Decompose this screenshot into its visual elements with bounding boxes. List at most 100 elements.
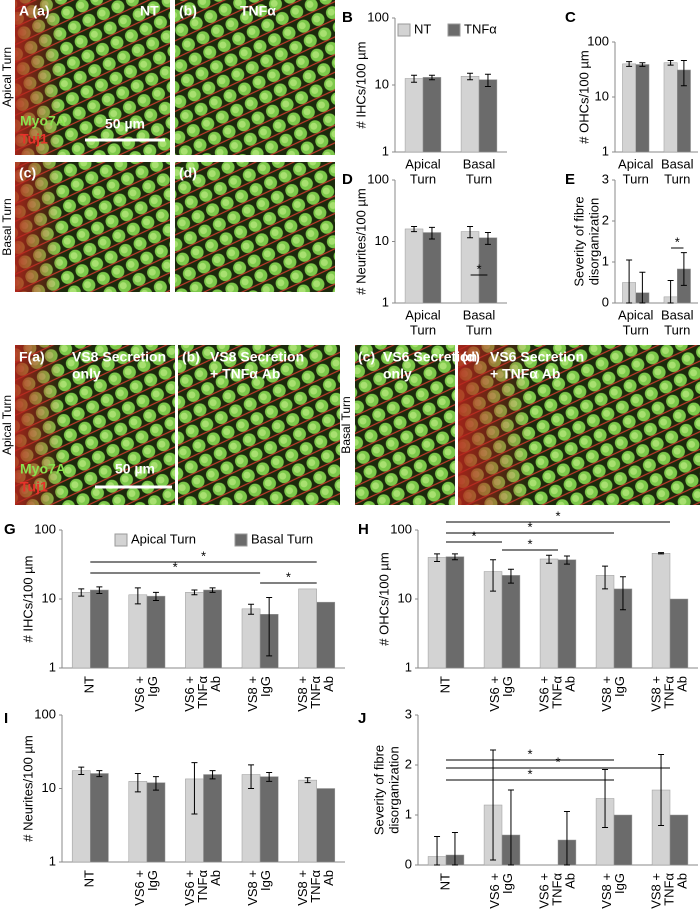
panel-letter: I	[4, 710, 8, 727]
significance-label: *	[555, 754, 560, 769]
bar	[613, 814, 633, 866]
bar	[404, 228, 424, 304]
stain-label: Myo7A	[20, 461, 66, 477]
y-tick-label: 1	[49, 659, 56, 674]
bar	[663, 62, 678, 153]
y-tick-label: 2	[602, 212, 609, 227]
x-tick-label: VS8 +	[245, 870, 260, 906]
panel-label: (d)	[462, 349, 480, 365]
panel-label: (c)	[19, 165, 36, 181]
x-tick-label: VS8 +	[599, 676, 614, 712]
panel-caption: NT	[140, 3, 159, 19]
y-tick-label: 10	[42, 590, 56, 605]
scale-bar-label: 50 µm	[115, 461, 155, 477]
x-tick-label: IgG	[258, 870, 273, 891]
significance-label: *	[173, 559, 178, 574]
y-axis-label: # IHCs/100 µm	[20, 556, 35, 643]
y-tick-label: 100	[34, 706, 56, 721]
error-bar	[248, 764, 255, 789]
error-bar	[191, 762, 198, 815]
x-tick-label: Turn	[466, 322, 492, 337]
error-bar	[451, 553, 458, 561]
x-tick-label: Apical	[405, 307, 441, 322]
legend-swatch	[114, 533, 128, 547]
micrograph	[175, 0, 335, 155]
bar	[539, 558, 559, 669]
panel-letter: B	[342, 9, 353, 26]
micrograph	[355, 345, 455, 505]
x-tick-label: Turn	[466, 171, 492, 186]
panel-letter: C	[565, 9, 576, 26]
error-bar	[639, 271, 646, 304]
legend-label: Basal Turn	[251, 531, 313, 546]
error-bar	[658, 754, 665, 826]
y-tick-label: 1	[382, 294, 389, 309]
x-tick-label: Ab	[208, 676, 223, 692]
bar	[404, 78, 424, 153]
error-bar	[639, 62, 646, 67]
y-tick-label: 10	[42, 780, 56, 795]
row-label: Apical Turn	[0, 395, 14, 455]
bar	[427, 557, 447, 669]
x-tick-label: TNFα	[549, 873, 564, 906]
micrograph-overlay	[15, 162, 170, 292]
x-tick-label: VS6 +	[132, 676, 147, 712]
panel-caption: + TNFα Ab	[210, 366, 280, 382]
x-tick-label: Ab	[562, 676, 577, 692]
error-bar	[507, 789, 514, 866]
error-bar	[507, 568, 514, 584]
error-bar	[467, 72, 474, 81]
bar	[128, 781, 148, 863]
error-bar	[96, 586, 103, 595]
y-tick-label: 100	[587, 33, 609, 48]
x-tick-label: VS6 +	[132, 870, 147, 906]
y-tick-label: 1	[405, 659, 412, 674]
x-tick-label: TNFα	[661, 873, 676, 906]
y-tick-label: 100	[367, 9, 389, 24]
x-tick-label: IgG	[500, 873, 515, 894]
error-bar	[134, 772, 141, 793]
bar	[316, 601, 336, 669]
x-tick-label: IgG	[258, 676, 273, 697]
error-bar	[266, 772, 273, 782]
x-tick-label: Turn	[664, 322, 690, 337]
x-tick-label: VS6 +	[536, 873, 551, 909]
bar	[422, 77, 442, 153]
significance-label: *	[286, 569, 291, 584]
significance-label: *	[555, 508, 560, 523]
x-tick-label: NT	[82, 676, 97, 693]
x-tick-label: VS6 +	[182, 676, 197, 712]
x-tick-label: Basal	[463, 307, 496, 322]
x-tick-label: Apical	[618, 156, 654, 171]
error-bar	[563, 555, 570, 565]
error-bar	[626, 61, 633, 67]
x-tick-label: Ab	[321, 676, 336, 692]
bar	[298, 779, 317, 863]
y-axis-label: # IHCs/100 µm	[353, 42, 368, 129]
x-tick-label: VS8 +	[599, 873, 614, 909]
x-tick-label: Turn	[664, 171, 690, 186]
bar	[146, 782, 166, 863]
significance-label: *	[471, 528, 476, 543]
bar	[241, 608, 261, 669]
y-tick-label: 3	[405, 706, 412, 721]
panel-caption: VS6 Secretion	[383, 349, 477, 365]
bar	[185, 592, 204, 669]
error-bar	[434, 553, 441, 562]
x-tick-label: TNFα	[195, 676, 210, 709]
error-bar	[191, 589, 198, 596]
error-bar	[134, 587, 141, 605]
y-tick-label: 0	[602, 294, 609, 309]
y-axis-label: # OHCs/100 µm	[376, 552, 391, 645]
bar	[71, 770, 91, 863]
micrograph-overlay	[458, 345, 700, 505]
y-axis-label: # Neurites/100 µm	[20, 735, 35, 841]
bar	[478, 237, 498, 304]
panel-letter: D	[342, 171, 353, 188]
error-bar	[680, 60, 687, 87]
legend-label: NT	[414, 21, 431, 36]
panel-label: (c)	[358, 349, 375, 365]
bar	[460, 76, 480, 153]
error-bar	[434, 836, 441, 866]
x-tick-label: TNFα	[308, 870, 323, 903]
